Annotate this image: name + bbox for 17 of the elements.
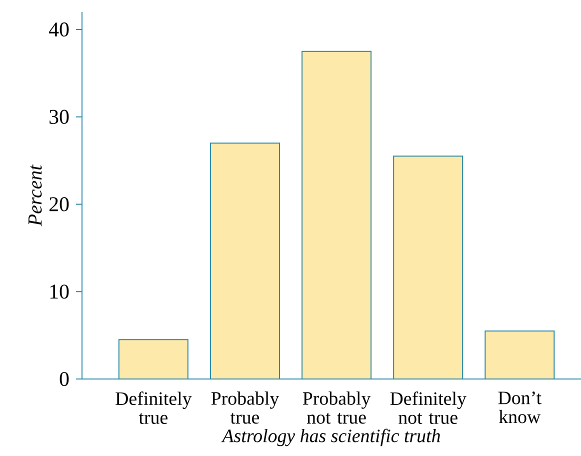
y-tick-label: 0 [60,372,69,386]
y-axis-title: Percent [28,164,42,226]
x-tick-label: Definitely true [116,392,192,424]
bar [394,156,463,379]
y-tick-label: 30 [50,110,69,124]
x-tick-label: Definitely not true [390,392,466,424]
x-tick-label: Don’t know [498,392,542,424]
x-tick-label: Probably not true [302,392,371,424]
y-tick-label: 40 [48,22,69,37]
bar [302,51,372,379]
bar [484,330,555,379]
x-axis-title: Astrology has scientific truth [221,428,440,446]
bar [210,143,280,379]
y-tick-label: 10 [50,284,69,299]
y-tick-label: 20 [49,197,69,212]
bar [118,340,188,379]
x-tick-label: Probably true [211,392,280,424]
